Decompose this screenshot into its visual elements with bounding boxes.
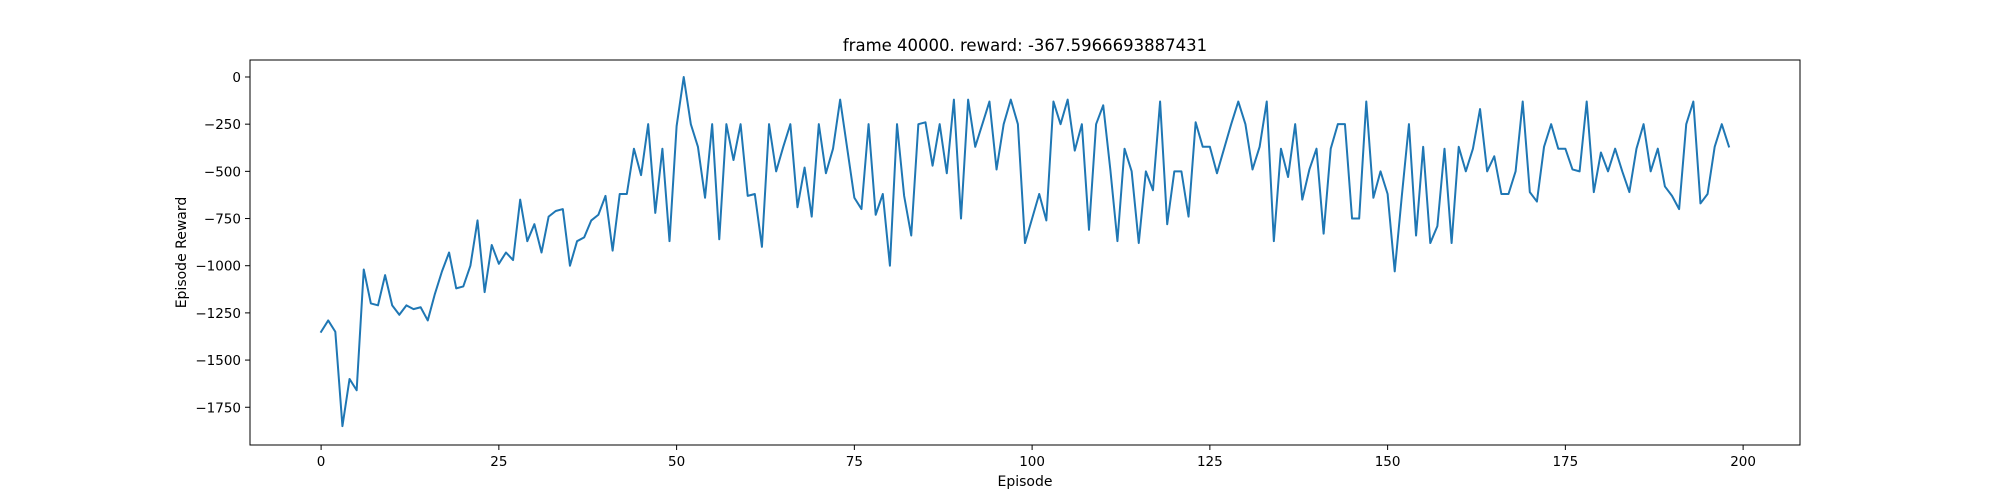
x-axis-label: Episode [998,474,1053,490]
x-tick-label: 125 [1197,454,1223,470]
chart-title: frame 40000. reward: -367.5966693887431 [843,36,1207,55]
x-tick-label: 200 [1730,454,1756,470]
y-axis-ticks: 0 −250 −500 −750 −1000 −1250 −1500 −1750 [195,70,250,416]
axes-frame [249,59,1801,446]
x-tick-label: 100 [1019,454,1045,470]
y-tick-label: −1000 [195,259,241,275]
series-line [319,75,1731,428]
y-tick-label: −250 [204,117,241,133]
x-tick-label: 150 [1375,454,1401,470]
x-tick-label: 175 [1552,454,1578,470]
y-tick-label: −750 [204,212,241,228]
y-tick-label: −1500 [195,353,241,369]
x-tick-label: 75 [846,454,863,470]
x-tick-label: 0 [317,454,326,470]
y-tick-label: −500 [204,164,241,180]
plot-area [319,75,1731,428]
x-tick-label: 50 [668,454,685,470]
y-tick-label: −1250 [195,306,241,322]
y-axis-label: Episode Reward [174,197,190,309]
y-tick-label: 0 [232,70,241,86]
x-axis-ticks: 0 25 50 75 100 125 150 175 200 [317,445,1756,470]
y-tick-label: −1750 [195,400,241,416]
x-tick-label: 25 [490,454,507,470]
